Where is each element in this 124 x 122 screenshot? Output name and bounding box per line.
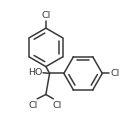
Text: Cl: Cl: [29, 101, 38, 110]
Text: Cl: Cl: [110, 69, 120, 78]
Text: Cl: Cl: [41, 11, 50, 20]
Text: Cl: Cl: [52, 101, 62, 110]
Text: HO: HO: [28, 68, 43, 77]
